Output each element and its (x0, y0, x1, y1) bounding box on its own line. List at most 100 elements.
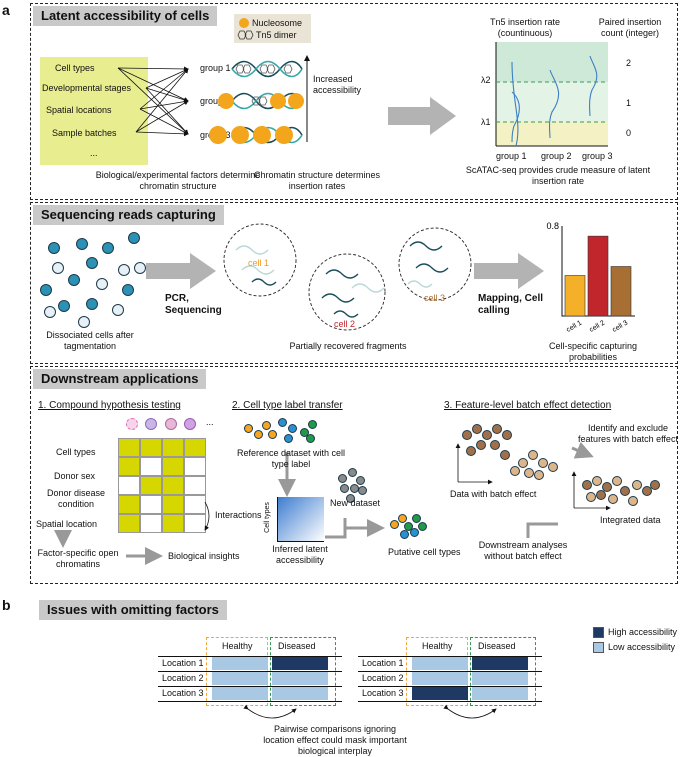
cell-dot (346, 494, 355, 503)
cell-dot (112, 304, 124, 316)
location-label: Location 3 (362, 688, 404, 698)
grid-cell (118, 457, 140, 476)
cell-dot (528, 450, 538, 460)
cell-dot (586, 492, 596, 502)
grid-cell (118, 476, 140, 495)
grid-cell (118, 495, 140, 514)
cell-label: cell 2 (334, 319, 356, 329)
cell-dot (418, 522, 427, 531)
mapping-arrow-icon (474, 253, 544, 289)
rate-density-plot (495, 42, 608, 147)
grid-cell (162, 495, 184, 514)
grid-cell (184, 514, 206, 533)
plot-group-label: group 3 (582, 151, 613, 161)
row-label: Donor disease condition (46, 488, 106, 509)
factor-label: ... (90, 148, 98, 158)
cell-dot (602, 482, 612, 492)
cell-dot (472, 424, 482, 434)
cell-label: cell 1 (248, 258, 270, 268)
bio-insights-label: Biological insights (168, 551, 240, 561)
accessibility-cell (472, 672, 528, 685)
location-label: Location 1 (162, 658, 204, 668)
factor-label: Sample batches (52, 128, 117, 138)
cell-dot (642, 486, 652, 496)
panel-b-title: Issues with omitting factors (39, 600, 227, 620)
grid-cell (140, 476, 162, 495)
cell-dot (650, 480, 660, 490)
grid-cell (184, 495, 206, 514)
grid-cell (162, 457, 184, 476)
cell-icon (145, 418, 157, 430)
lambda1-label: λ1 (481, 117, 491, 127)
cell-dot (596, 490, 606, 500)
cell-dot (400, 530, 409, 539)
cell-dot (524, 468, 534, 478)
subtitle-batch-effect: 3. Feature-level batch effect detection (444, 400, 612, 411)
ellipsis-label: ... (206, 417, 214, 427)
legend-low-swatch (593, 642, 604, 653)
grid-cell (184, 476, 206, 495)
interactions-label: Interactions (215, 510, 262, 520)
accessibility-cell (412, 672, 468, 685)
cell-dot (548, 462, 558, 472)
accessibility-cell (412, 657, 468, 670)
cell-dot (632, 480, 642, 490)
cell-dot (628, 496, 638, 506)
cell-dot (582, 480, 592, 490)
row-line (158, 701, 342, 702)
bar (610, 266, 632, 317)
location-label: Location 2 (162, 673, 204, 683)
legend-low-label: Low accessibility (608, 642, 676, 652)
cell-dot (300, 428, 309, 437)
accessibility-cell (472, 657, 528, 670)
cell-dot (52, 262, 64, 274)
accessibility-cell (212, 672, 268, 685)
count-title: Paired insertion count (integer) (598, 17, 662, 38)
count-tick: 2 (626, 58, 632, 68)
cell-dot (262, 421, 271, 430)
row-line (358, 686, 542, 687)
cell-icon (126, 418, 138, 430)
cell-dot (76, 238, 88, 250)
accessibility-cell (472, 687, 528, 700)
inferred-label: Inferred latent accessibility (272, 544, 328, 565)
factor-label: Cell types (55, 63, 95, 73)
cell-dot (86, 257, 98, 269)
section-downstream: Downstream applications (30, 366, 678, 584)
cell-dot (44, 306, 56, 318)
cell-dot (134, 262, 146, 274)
panel-b-caption: Pairwise comparisons ignoring location e… (263, 724, 407, 756)
cell-dot (268, 430, 277, 439)
grid-cell (140, 514, 162, 533)
row-label: Spatial location (36, 519, 98, 529)
cell-dot (356, 476, 365, 485)
grid-cell (184, 457, 206, 476)
tn5-dimer-icon (237, 30, 254, 40)
location-label: Location 2 (362, 673, 404, 683)
cell-dot (620, 486, 630, 496)
accessibility-cell (212, 687, 268, 700)
factor-label: Spatial locations (46, 105, 112, 115)
panel-a-label: a (2, 2, 10, 18)
with-batch-label: Data with batch effect (450, 489, 537, 499)
cell-dot (482, 430, 492, 440)
cell-dot (608, 494, 618, 504)
caption-insertion: Chromatin structure determines insertion… (253, 170, 381, 191)
cell-dot (306, 434, 315, 443)
plot-group-label: group 2 (541, 151, 572, 161)
chart-axis (561, 226, 635, 317)
plot-group-label: group 1 (496, 151, 527, 161)
cell-dot (534, 470, 544, 480)
cell-dot (412, 514, 421, 523)
cell-dot (338, 474, 347, 483)
caption-capturing: Cell-specific capturing probabilities (548, 341, 638, 362)
cell-dot (518, 458, 528, 468)
recovered-fragments (223, 223, 472, 331)
subtitle-label-transfer: 2. Cell type label transfer (232, 400, 343, 411)
row-line (358, 671, 542, 672)
reference-label: Reference dataset with cell type label (236, 448, 346, 469)
row-line (158, 671, 342, 672)
